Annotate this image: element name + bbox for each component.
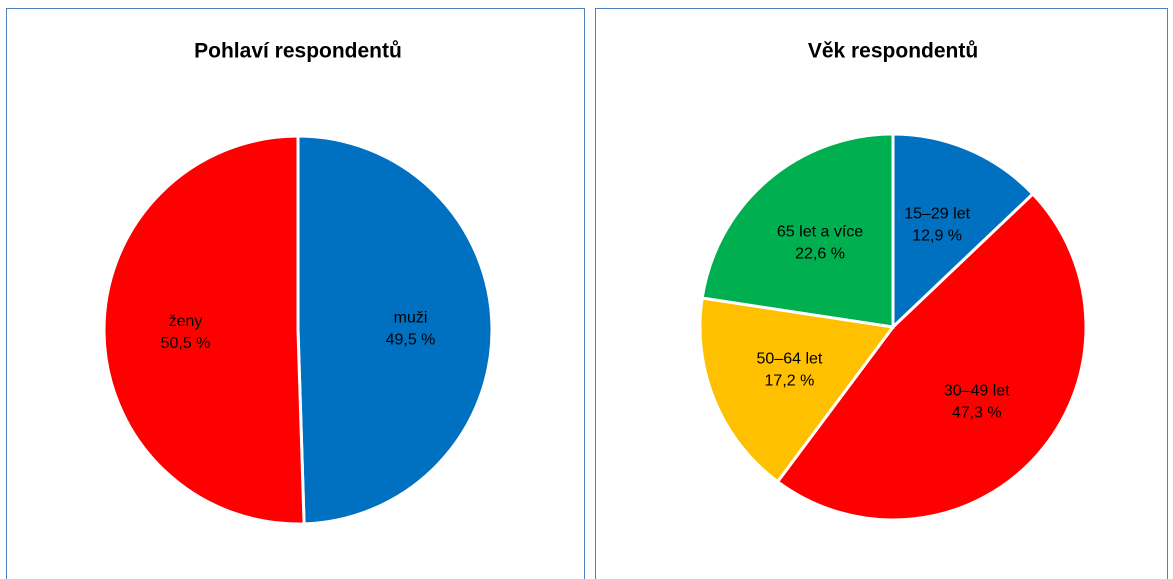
value-label: 17,2 % (765, 373, 815, 390)
value-label: 49,5 % (386, 331, 436, 348)
value-label: 22,6 % (795, 245, 845, 262)
pie-slice (102, 134, 306, 526)
value-label: 50,5 % (161, 335, 211, 352)
pie-slice (296, 134, 494, 526)
chart-title: Věk respondentů (808, 40, 978, 63)
pie-slice (700, 132, 895, 329)
value-label: 47,3 % (952, 405, 1002, 422)
slice-label: 30–49 let (944, 383, 1010, 400)
panel (595, 8, 1168, 579)
panel (6, 8, 585, 579)
pie-slice (698, 296, 896, 484)
slice-label: muži (394, 309, 428, 326)
slice-label: 50–64 let (757, 351, 823, 368)
slice-label: 15–29 let (904, 205, 970, 222)
slice-label: ženy (169, 313, 203, 330)
pie-slice (891, 132, 1035, 331)
value-label: 12,9 % (912, 227, 962, 244)
chart-title: Pohlaví respondentů (194, 40, 402, 63)
slice-label: 65 let a více (777, 223, 863, 240)
pie-slice (775, 191, 1088, 522)
